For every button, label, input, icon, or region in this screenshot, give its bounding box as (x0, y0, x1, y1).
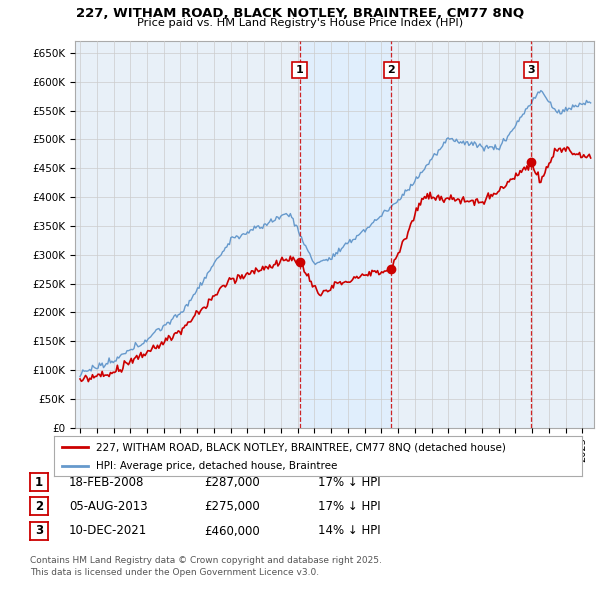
Text: 2: 2 (388, 65, 395, 75)
Text: 227, WITHAM ROAD, BLACK NOTLEY, BRAINTREE, CM77 8NQ (detached house): 227, WITHAM ROAD, BLACK NOTLEY, BRAINTRE… (96, 442, 506, 453)
Text: 10-DEC-2021: 10-DEC-2021 (69, 525, 147, 537)
Text: HPI: Average price, detached house, Braintree: HPI: Average price, detached house, Brai… (96, 461, 338, 471)
Text: 17% ↓ HPI: 17% ↓ HPI (318, 476, 380, 489)
Text: Contains HM Land Registry data © Crown copyright and database right 2025.
This d: Contains HM Land Registry data © Crown c… (30, 556, 382, 576)
Text: £460,000: £460,000 (204, 525, 260, 537)
Text: 1: 1 (35, 476, 43, 489)
Text: £275,000: £275,000 (204, 500, 260, 513)
Text: 3: 3 (527, 65, 535, 75)
Text: 1: 1 (296, 65, 304, 75)
Text: 2: 2 (35, 500, 43, 513)
Text: 05-AUG-2013: 05-AUG-2013 (69, 500, 148, 513)
Text: 17% ↓ HPI: 17% ↓ HPI (318, 500, 380, 513)
Text: 3: 3 (35, 525, 43, 537)
Text: 227, WITHAM ROAD, BLACK NOTLEY, BRAINTREE, CM77 8NQ: 227, WITHAM ROAD, BLACK NOTLEY, BRAINTRE… (76, 7, 524, 20)
Bar (299, 41, 391, 428)
Text: £287,000: £287,000 (204, 476, 260, 489)
Text: Price paid vs. HM Land Registry's House Price Index (HPI): Price paid vs. HM Land Registry's House … (137, 18, 463, 28)
Text: 14% ↓ HPI: 14% ↓ HPI (318, 525, 380, 537)
Text: 18-FEB-2008: 18-FEB-2008 (69, 476, 145, 489)
